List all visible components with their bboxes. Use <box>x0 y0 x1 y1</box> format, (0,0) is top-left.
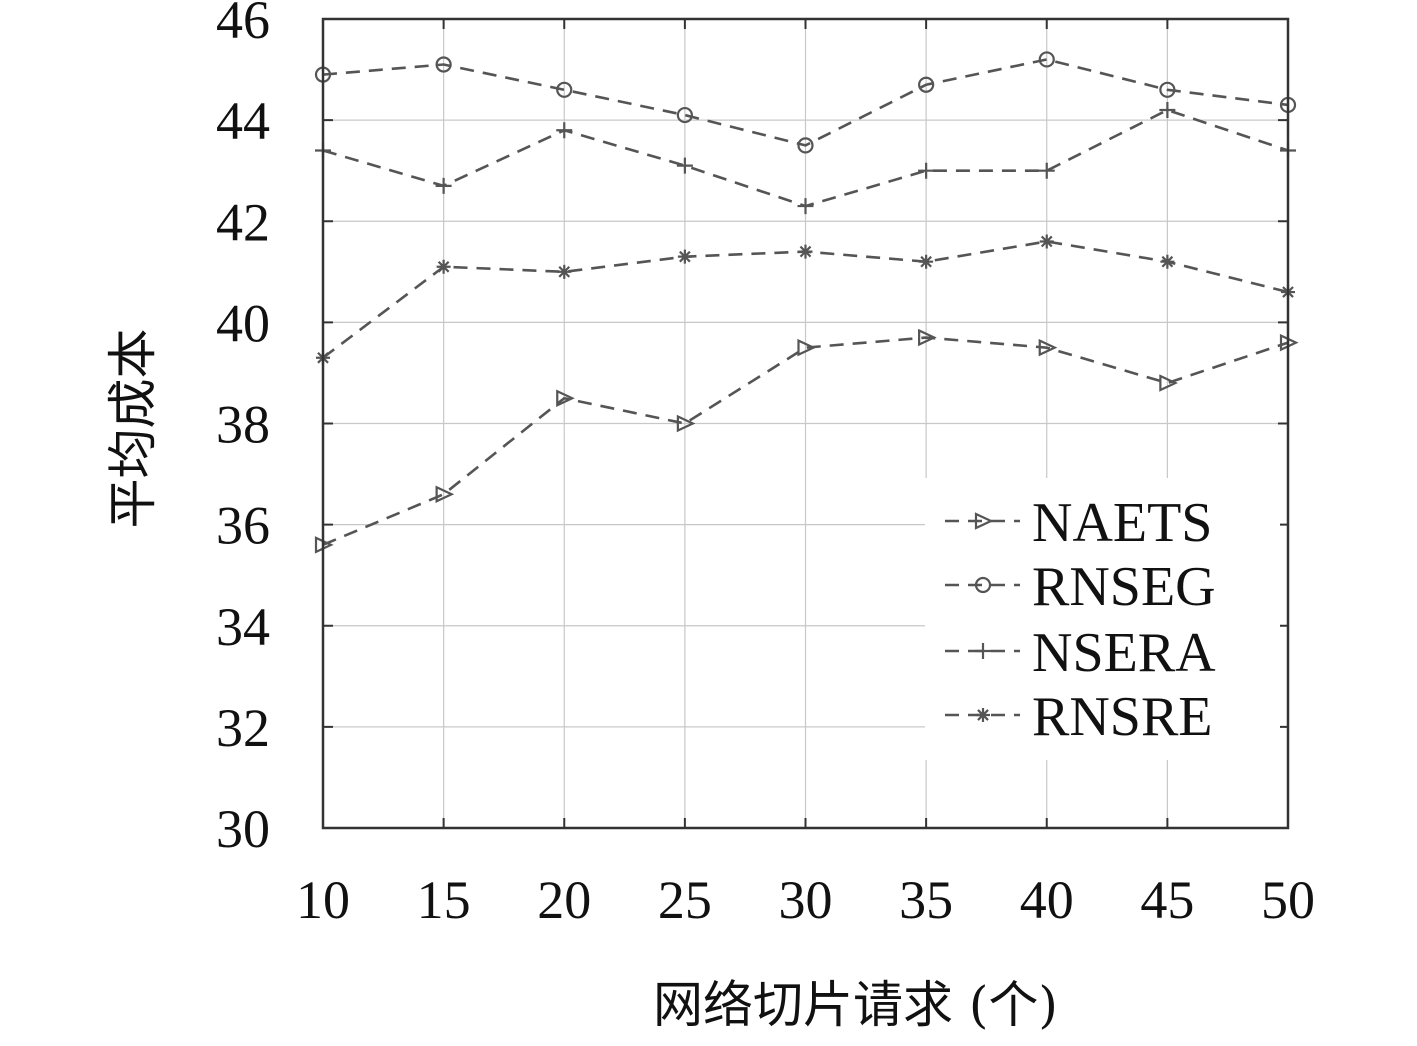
plus-marker <box>676 157 693 174</box>
legend-label: NAETS <box>1032 492 1212 554</box>
x-axis-ticks: 10 15 20 25 30 35 40 45 50 <box>296 19 1315 930</box>
plus-marker <box>1038 162 1055 179</box>
y-tick-label: 32 <box>216 698 270 758</box>
circle-marker <box>435 56 452 73</box>
y-tick-label: 42 <box>216 192 270 252</box>
x-tick-label: 30 <box>779 870 833 930</box>
circle-marker <box>556 81 573 98</box>
circle-marker <box>918 76 935 93</box>
circle-marker <box>1159 81 1176 98</box>
series-line <box>322 336 1289 547</box>
y-tick-label: 40 <box>216 293 270 353</box>
x-tick-label: 15 <box>417 870 471 930</box>
plus-marker <box>797 198 814 215</box>
circle-marker <box>676 106 693 124</box>
triangle-right-marker <box>1159 374 1178 392</box>
x-tick-label: 20 <box>537 870 591 930</box>
legend-entry: NAETS <box>945 492 1212 554</box>
plus-marker <box>1159 102 1176 119</box>
plus-marker <box>975 643 991 659</box>
x-tick-label: 35 <box>899 870 953 930</box>
triangle-right-marker <box>974 512 994 530</box>
y-tick-label: 46 <box>216 0 270 50</box>
triangle-right-marker <box>797 338 817 357</box>
asterisk-marker <box>919 254 934 269</box>
legend-entry: RNSRE <box>945 686 1213 748</box>
y-tick-label: 36 <box>216 496 270 556</box>
y-tick-label: 30 <box>216 799 270 859</box>
asterisk-marker <box>798 244 813 259</box>
y-tick-label: 38 <box>216 395 270 455</box>
asterisk-marker <box>677 249 692 264</box>
plus-marker <box>556 122 573 139</box>
series-rnseg <box>314 51 1297 154</box>
legend-entry: RNSEG <box>945 556 1216 618</box>
asterisk-marker <box>557 264 572 279</box>
triangle-right-marker <box>1038 338 1058 357</box>
x-tick-label: 10 <box>296 870 350 930</box>
series-line <box>322 58 1289 147</box>
legend-label: RNSRE <box>1032 686 1213 748</box>
asterisk-marker <box>436 259 451 274</box>
circle-marker <box>1038 51 1055 68</box>
legend-entry: NSERA <box>945 622 1216 684</box>
triangle-right-marker <box>676 414 696 433</box>
asterisk-marker <box>1039 234 1054 249</box>
x-tick-label: 50 <box>1261 870 1315 930</box>
triangle-right-marker <box>918 328 937 347</box>
plus-marker <box>435 177 452 194</box>
legend-label: RNSEG <box>1032 556 1216 618</box>
x-tick-label: 40 <box>1020 870 1074 930</box>
x-tick-label: 45 <box>1140 870 1194 930</box>
x-axis-title: 网络切片请求 (个) <box>653 976 1058 1034</box>
y-tick-label: 34 <box>216 597 270 657</box>
legend-label: NSERA <box>1032 622 1216 684</box>
y-axis-title: 平均成本 <box>104 329 162 529</box>
plot-series <box>314 51 1299 554</box>
triangle-right-marker <box>435 485 455 504</box>
asterisk-marker <box>976 708 990 722</box>
circle-marker <box>797 137 814 154</box>
plus-marker <box>918 162 935 179</box>
asterisk-marker <box>1160 254 1175 269</box>
x-tick-label: 25 <box>658 870 712 930</box>
series-nsera <box>315 102 1296 215</box>
triangle-right-marker <box>556 389 575 407</box>
y-axis-ticks: 30 32 34 36 38 40 42 44 46 <box>216 0 1288 859</box>
circle-marker <box>974 576 992 594</box>
y-tick-label: 44 <box>216 91 270 151</box>
